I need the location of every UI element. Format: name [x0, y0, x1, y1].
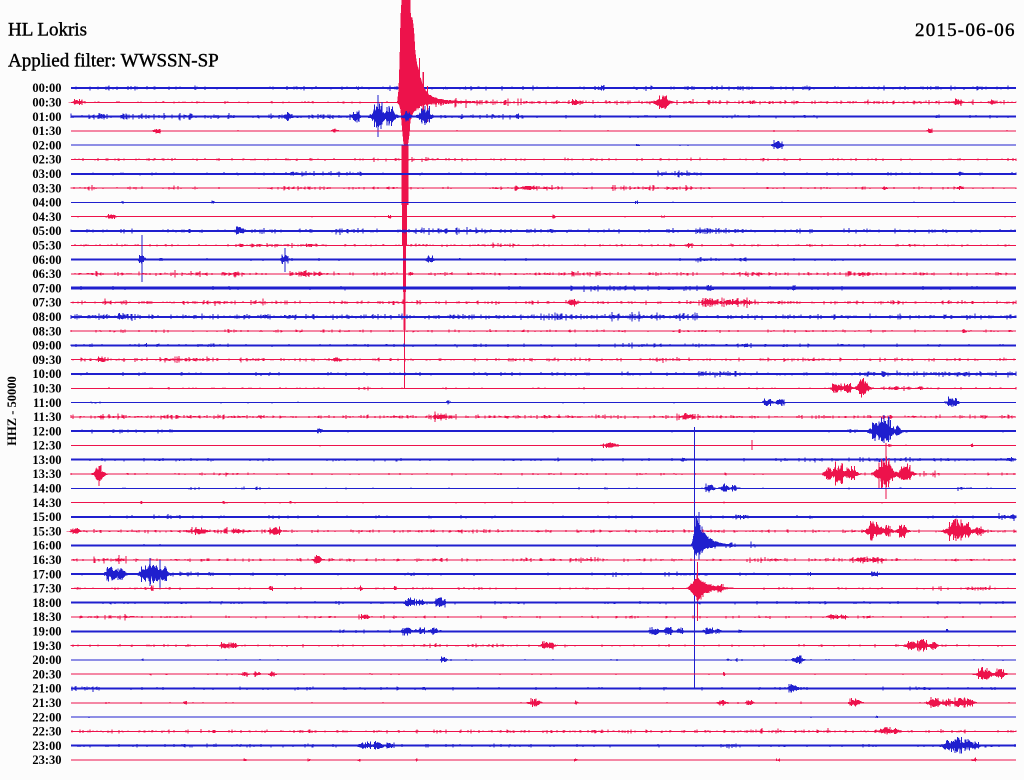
svg-text:09:30: 09:30	[32, 353, 61, 367]
svg-text:06:00: 06:00	[32, 253, 61, 267]
svg-text:Applied filter: WWSSN-SP: Applied filter: WWSSN-SP	[8, 51, 219, 72]
svg-text:02:00: 02:00	[32, 138, 61, 152]
svg-text:02:30: 02:30	[32, 153, 61, 167]
svg-text:23:00: 23:00	[32, 739, 61, 753]
svg-text:2015-06-06: 2015-06-06	[915, 20, 1016, 41]
svg-text:21:30: 21:30	[32, 696, 61, 710]
svg-text:HHZ - 50000: HHZ - 50000	[5, 376, 19, 445]
svg-text:04:00: 04:00	[32, 196, 61, 210]
svg-text:08:30: 08:30	[32, 324, 61, 338]
svg-text:15:00: 15:00	[32, 510, 61, 524]
svg-text:09:00: 09:00	[32, 339, 61, 353]
svg-text:21:00: 21:00	[32, 682, 61, 696]
svg-text:19:00: 19:00	[32, 625, 61, 639]
svg-text:00:00: 00:00	[32, 81, 61, 95]
svg-text:11:00: 11:00	[33, 396, 61, 410]
svg-text:12:00: 12:00	[32, 424, 61, 438]
svg-text:20:00: 20:00	[32, 653, 61, 667]
svg-text:15:30: 15:30	[32, 524, 61, 538]
svg-text:05:30: 05:30	[32, 239, 61, 253]
svg-text:13:00: 13:00	[32, 453, 61, 467]
svg-text:01:00: 01:00	[32, 110, 61, 124]
svg-text:23:30: 23:30	[32, 753, 61, 767]
svg-text:22:30: 22:30	[32, 725, 61, 739]
svg-text:12:30: 12:30	[32, 439, 61, 453]
svg-text:04:30: 04:30	[32, 210, 61, 224]
svg-text:06:30: 06:30	[32, 267, 61, 281]
svg-text:20:30: 20:30	[32, 667, 61, 681]
svg-text:16:30: 16:30	[32, 553, 61, 567]
svg-text:13:30: 13:30	[32, 467, 61, 481]
svg-text:10:00: 10:00	[32, 367, 61, 381]
svg-text:01:30: 01:30	[32, 124, 61, 138]
svg-text:05:00: 05:00	[32, 224, 61, 238]
svg-text:17:00: 17:00	[32, 567, 61, 581]
svg-text:22:00: 22:00	[32, 710, 61, 724]
svg-text:16:00: 16:00	[32, 539, 61, 553]
svg-text:00:30: 00:30	[32, 96, 61, 110]
svg-text:14:30: 14:30	[32, 496, 61, 510]
svg-text:HL Lokris: HL Lokris	[8, 20, 87, 41]
svg-text:03:00: 03:00	[32, 167, 61, 181]
svg-text:07:30: 07:30	[32, 296, 61, 310]
svg-text:11:30: 11:30	[33, 410, 61, 424]
svg-text:17:30: 17:30	[32, 582, 61, 596]
svg-text:14:00: 14:00	[32, 482, 61, 496]
svg-text:18:00: 18:00	[32, 596, 61, 610]
svg-text:19:30: 19:30	[32, 639, 61, 653]
svg-text:10:30: 10:30	[32, 382, 61, 396]
svg-text:18:30: 18:30	[32, 610, 61, 624]
svg-text:07:00: 07:00	[32, 281, 61, 295]
svg-text:08:00: 08:00	[32, 310, 61, 324]
svg-text:03:30: 03:30	[32, 181, 61, 195]
